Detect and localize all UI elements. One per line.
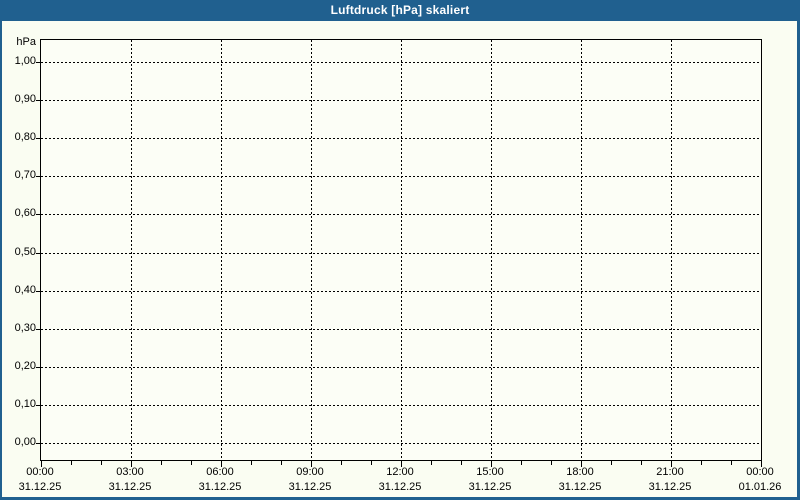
y-axis-tick — [36, 291, 40, 292]
x-axis-major-tick — [581, 460, 582, 467]
x-axis-time-label: 00:00 — [746, 466, 774, 478]
x-axis-major-tick — [41, 460, 42, 467]
y-axis-tick-label: 0,80 — [14, 131, 36, 143]
x-axis-minor-tick — [281, 460, 282, 465]
x-axis-minor-tick — [731, 460, 732, 465]
y-axis-tick-label: 0,30 — [14, 322, 36, 334]
y-axis-tick-label: 1,00 — [14, 55, 36, 67]
x-axis-major-tick — [761, 460, 762, 467]
x-gridline — [221, 40, 222, 460]
x-axis-minor-tick — [431, 460, 432, 465]
x-axis-minor-tick — [701, 460, 702, 465]
x-axis-date-label: 31.12.25 — [468, 481, 512, 493]
x-axis-date-label: 31.12.25 — [288, 481, 332, 493]
x-axis-minor-tick — [251, 460, 252, 465]
x-axis-minor-tick — [71, 460, 72, 465]
x-axis-major-tick — [401, 460, 402, 467]
y-axis-tick — [36, 405, 40, 406]
x-axis-minor-tick — [611, 460, 612, 465]
x-axis-time-label: 09:00 — [296, 466, 324, 478]
y-axis-tick — [36, 253, 40, 254]
x-axis-time-label: 21:00 — [656, 466, 684, 478]
y-axis-tick-label: 0,40 — [14, 284, 36, 296]
x-axis-date-label: 31.12.25 — [648, 481, 692, 493]
x-axis-time-label: 06:00 — [206, 466, 234, 478]
y-axis-tick — [36, 176, 40, 177]
y-axis-tick — [36, 367, 40, 368]
y-axis-tick-label: 0,50 — [14, 246, 36, 258]
x-gridline — [311, 40, 312, 460]
x-axis-date-label: 31.12.25 — [108, 481, 152, 493]
y-axis-tick-label: 0,20 — [14, 360, 36, 372]
x-gridline — [401, 40, 402, 460]
y-axis-tick — [36, 329, 40, 330]
x-axis-minor-tick — [641, 460, 642, 465]
y-axis-tick — [36, 138, 40, 139]
x-axis-minor-tick — [371, 460, 372, 465]
y-axis-tick — [36, 100, 40, 101]
x-axis-time-label: 18:00 — [566, 466, 594, 478]
y-axis-tick — [36, 443, 40, 444]
x-axis-minor-tick — [551, 460, 552, 465]
chart-title: Luftdruck [hPa] skaliert — [330, 3, 470, 17]
x-axis-date-label: 31.12.25 — [18, 481, 62, 493]
y-axis-tick — [36, 214, 40, 215]
y-axis-tick-label: 0,70 — [14, 169, 36, 181]
x-axis-minor-tick — [341, 460, 342, 465]
x-axis-major-tick — [491, 460, 492, 467]
x-axis-date-label: 31.12.25 — [198, 481, 242, 493]
x-axis-time-label: 12:00 — [386, 466, 414, 478]
y-axis-tick-label: 0,00 — [14, 436, 36, 448]
x-axis-major-tick — [221, 460, 222, 467]
x-axis-date-label: 31.12.25 — [558, 481, 602, 493]
x-axis-minor-tick — [161, 460, 162, 465]
title-bar: Luftdruck [hPa] skaliert — [0, 0, 800, 21]
x-axis-time-label: 00:00 — [26, 466, 54, 478]
x-gridline — [581, 40, 582, 460]
y-axis-tick — [36, 62, 40, 63]
y-axis-unit-label: hPa — [16, 36, 36, 48]
x-axis-date-label: 01.01.26 — [738, 481, 782, 493]
y-axis-tick-label: 0,90 — [14, 93, 36, 105]
x-axis-time-label: 03:00 — [116, 466, 144, 478]
x-axis-major-tick — [671, 460, 672, 467]
x-axis-date-label: 31.12.25 — [378, 481, 422, 493]
x-gridline — [131, 40, 132, 460]
x-gridline — [671, 40, 672, 460]
x-axis-minor-tick — [461, 460, 462, 465]
x-axis-minor-tick — [191, 460, 192, 465]
x-axis-minor-tick — [101, 460, 102, 465]
x-axis-major-tick — [311, 460, 312, 467]
y-axis-tick-label: 0,60 — [14, 207, 36, 219]
y-axis-tick-label: 0,10 — [14, 398, 36, 410]
x-axis-major-tick — [131, 460, 132, 467]
x-axis-minor-tick — [521, 460, 522, 465]
x-axis-time-label: 15:00 — [476, 466, 504, 478]
x-gridline — [491, 40, 492, 460]
chart-area: hPa 1,00 0,90 0,80 0,70 0,60 0,50 0,40 0,30 0,20… — [2, 21, 797, 497]
plot-area — [36, 39, 762, 467]
